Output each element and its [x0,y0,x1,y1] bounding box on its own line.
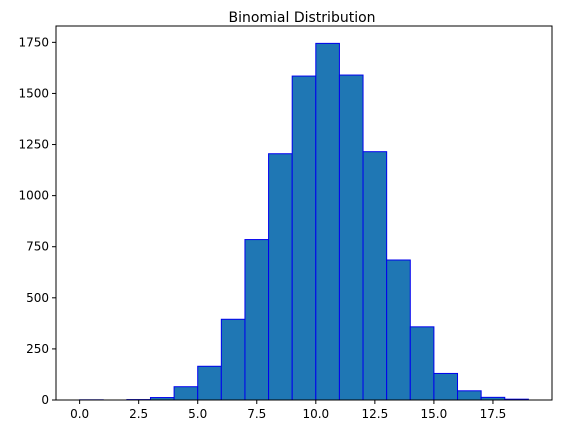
y-tick-label: 1250 [18,138,49,152]
chart-title: Binomial Distribution [228,10,375,26]
y-tick-label: 1750 [18,35,49,49]
y-tick-label: 500 [26,291,49,305]
histogram-bar [433,372,459,401]
x-tick-label: 12.5 [361,407,388,421]
bars-group [79,42,529,401]
x-tick-label: 5.0 [188,407,207,421]
x-tick-label: 0.0 [70,407,89,421]
x-tick-label: 7.5 [247,407,266,421]
x-tick-label: 2.5 [129,407,148,421]
y-tick-label: 1500 [18,86,49,100]
x-tick-label: 10.0 [302,407,329,421]
histogram-bar [268,153,293,401]
y-tick-label: 0 [41,393,49,407]
y-tick-label: 250 [26,342,49,356]
histogram-bar [197,365,222,401]
histogram-bar [409,326,435,401]
histogram-bar [220,318,246,401]
plot-frame [55,25,553,401]
histogram-bar [173,386,199,401]
x-tick-label: 15.0 [421,407,448,421]
histogram-bar [338,74,364,401]
y-tick-label: 1000 [18,189,49,203]
histogram-bar [386,259,411,401]
histogram-bar [244,239,270,401]
histogram-bar [315,42,340,401]
y-tick-label: 750 [26,240,49,254]
ticks-group: 0.0 2.5 5.0 7.5 10.0 12.5 15.0 17.5 0 250 500 750 10… [18,35,506,421]
x-tick-label: 17.5 [480,407,507,421]
histogram-bar [457,390,482,401]
histogram-bar [362,151,388,401]
histogram-bar [291,75,317,401]
